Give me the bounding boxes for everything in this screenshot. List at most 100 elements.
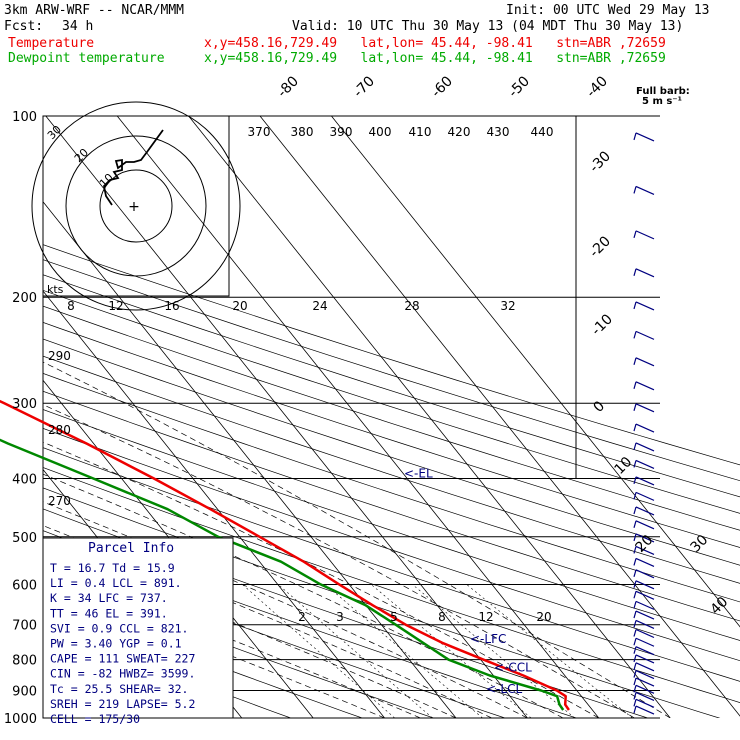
hodograph-axis-label: kts [47,283,64,296]
parcel-info-row: SVI = 0.9 CCL = 821. [50,621,188,635]
barb-shaft [635,557,655,567]
barb-shaft [635,185,655,196]
mixing-ratio-label: 20 [536,610,551,624]
wind-barb [633,357,655,367]
mixing-ratio-label: 8 [438,610,446,624]
dry-adiabat-line [43,599,364,718]
barb-feather [633,492,637,500]
hodograph-ring-label: 30 [45,123,64,142]
forecast-label: Fcst: [4,19,44,34]
mixing-ratio-line [466,584,633,718]
barb-feather [633,629,637,637]
hodograph-frame [42,115,230,297]
pressure-tick-label: 500 [12,531,37,546]
wind-barb [633,403,655,413]
dry-adiabat-line [43,575,435,718]
isotherm-label: -50 [506,73,533,100]
barb-feather [633,506,637,515]
hodograph-ring [31,101,241,311]
barb-shaft [635,476,655,486]
lcl-marker: <-LCL [486,682,522,696]
pressure-tick-label: 100 [12,110,37,125]
hodograph-ring [65,135,207,277]
barb-shaft [635,691,655,701]
barb-feather [633,601,637,609]
wind-barb [633,459,655,469]
parcel-info-box: Parcel Info T = 16.7 Td = 15.9LI = 0.4 LC… [42,537,234,726]
dry-adiabat-line [43,305,740,531]
isotherm-line [116,116,600,718]
barb-feather [633,670,637,678]
theta-label: 370 [248,125,271,139]
hodograph-speed-label: 12 [108,299,123,313]
wind-barb [633,491,655,501]
isotherm-label: -60 [429,73,456,100]
barb-shaft [635,662,655,672]
parcel-info-row: PW = 3.40 YGP = 0.1 [50,637,182,651]
barb-feather [633,569,637,577]
barb-feather [633,558,637,566]
barb-shaft [635,610,655,620]
barb-shaft [635,590,655,600]
theta-label: 380 [291,125,314,139]
hodograph-ring-label: 10 [97,171,116,190]
hodograph-speed-label: 8 [67,299,75,313]
barb-feather [633,699,637,707]
dry-adiabat-label: 280 [48,423,71,437]
mixing-ratio-line [370,584,532,718]
wind-barb [633,646,655,656]
barb-shaft [635,506,655,516]
hodograph-speed-label: 32 [500,299,515,313]
el-marker: <-EL [404,466,433,480]
theta-label: 430 [487,125,510,139]
barb-shaft [635,698,655,708]
wind-barb [633,268,655,278]
barb-shaft [635,230,655,240]
theta-label: 440 [531,125,554,139]
dry-adiabat-line [43,409,740,641]
moist-adiabat-line [43,361,671,718]
init-time: Init: 00 UTC Wed 29 May 13 [506,3,710,18]
barb-shaft [635,423,655,433]
barb-feather [633,403,637,411]
barb-shaft [635,268,655,278]
hodograph-origin: + [128,199,140,215]
wind-barb [633,301,655,311]
wind-barb [633,557,655,567]
isotherm-line [43,290,385,718]
dewpoint-location: x,y=458.16,729.49 lat,lon= 45.44, -98.41… [204,51,666,66]
model-title: 3km ARW-WRF -- NCAR/MMM [4,3,185,18]
mixing-ratio-line [242,584,395,718]
barb-shaft [635,132,655,142]
barb-feather [633,685,637,693]
moist-adiabat-line [43,404,635,718]
barb-shaft [635,628,655,639]
barb-feather [633,692,637,700]
pressure-tick-label: 600 [12,578,37,593]
dry-adiabat-line [43,373,740,603]
mixing-ratio-label: 2 [298,610,306,624]
hodograph-ring [99,169,173,243]
barb-shaft [635,491,655,501]
barb-shaft [635,381,655,391]
isotherm-label: -20 [587,233,614,260]
wind-barb [633,654,655,664]
pressure-tick-label: 800 [12,654,37,669]
barb-feather [633,591,637,599]
pressure-tick-label: 300 [12,397,37,412]
wind-barb [633,423,655,433]
hodograph-speed-label: 20 [232,299,247,313]
wind-barb [633,580,655,590]
parcel-info-row: SREH = 219 LAPSE= 5.2 [50,697,195,711]
theta-label: 400 [369,125,392,139]
pressure-tick-label: 400 [12,472,37,487]
theta-label: 410 [409,125,432,139]
parcel-info-row: CAPE = 111 SWEAT= 227 [50,652,195,666]
isotherm-label: -80 [275,73,302,100]
barb-shaft [635,330,655,340]
isotherm-label: -70 [351,73,378,100]
barb-feather [633,610,637,619]
wind-barb [633,662,655,672]
barb-feather [633,381,637,389]
